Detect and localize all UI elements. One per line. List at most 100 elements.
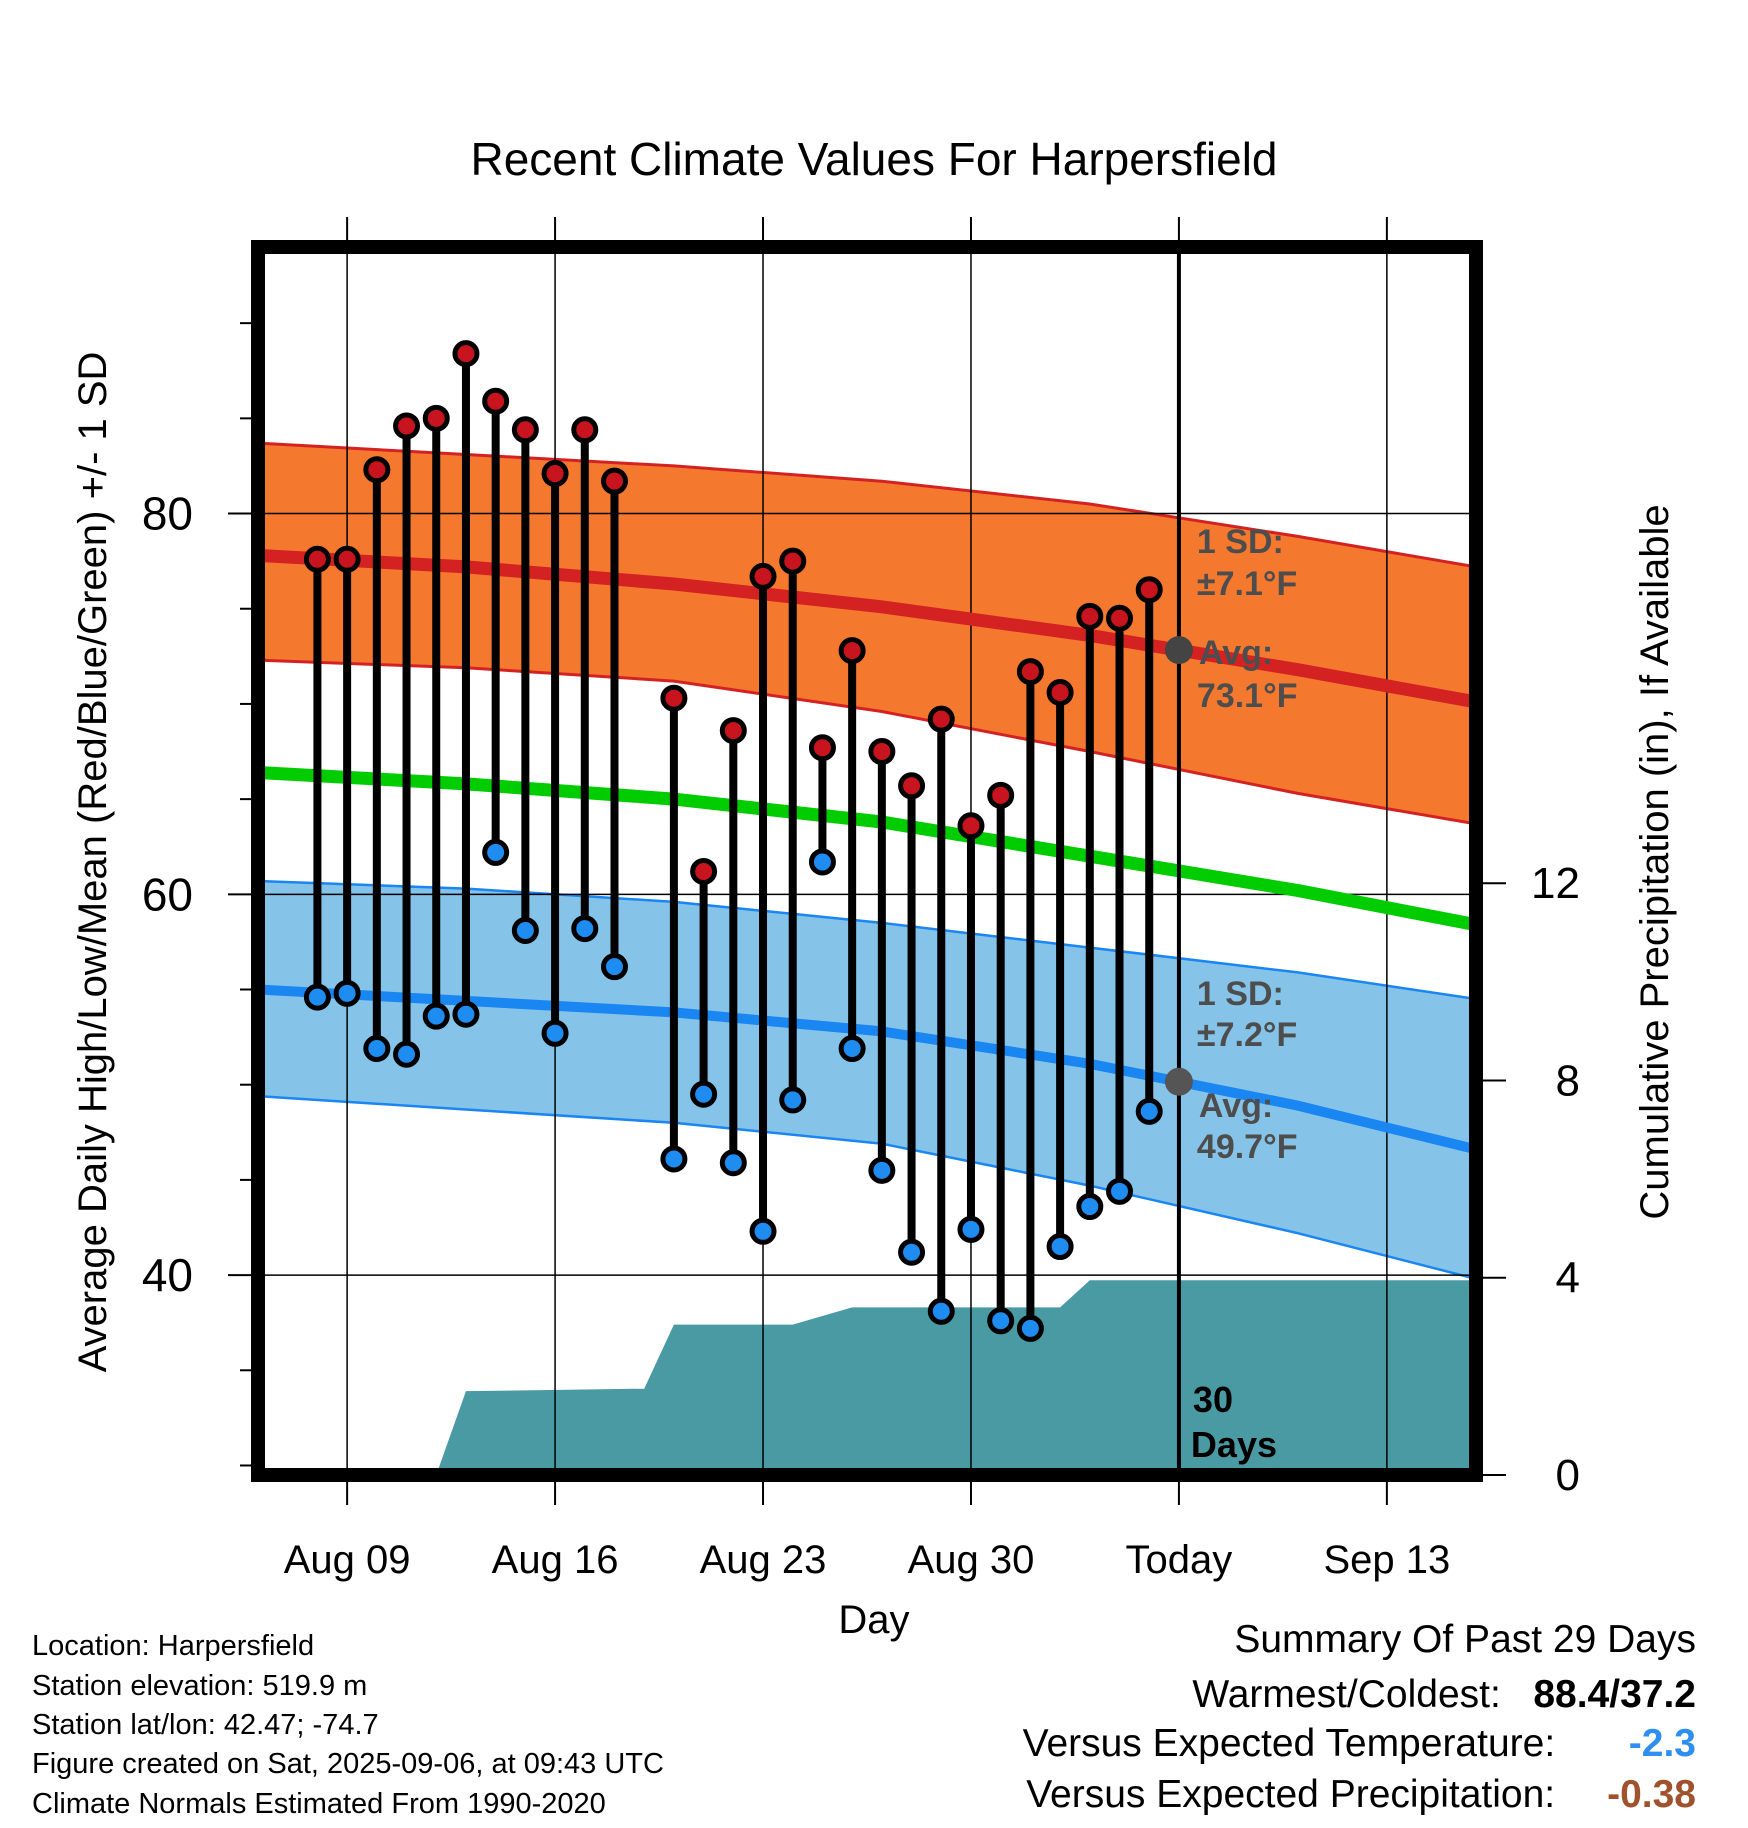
x-tick-label: Aug 30: [908, 1538, 1035, 1582]
daily-low-point: [719, 1149, 747, 1177]
daily-high-point: [838, 637, 866, 665]
high-sd-band: [258, 443, 1476, 824]
temp-deviation-value: -2.3: [1628, 1722, 1696, 1765]
daily-low-point: [1106, 1177, 1134, 1205]
daily-high-point: [927, 705, 955, 733]
plot-background: [258, 247, 1476, 1475]
daily-high-point: [779, 547, 807, 575]
low-sd-value: ±7.2°F: [1197, 1016, 1297, 1054]
daily-high-point: [600, 467, 628, 495]
daily-low-point: [482, 838, 510, 866]
daily-high-point: [1046, 679, 1074, 707]
daily-low-point: [987, 1307, 1015, 1335]
daily-high-point: [690, 857, 718, 885]
daily-high-point: [452, 340, 480, 368]
y-right-tick-label: 0: [1556, 1451, 1580, 1500]
daily-low-point: [1076, 1193, 1104, 1221]
daily-high-point: [749, 562, 777, 590]
daily-high-point: [957, 812, 985, 840]
summary-precip: Versus Expected Precipitation: -0.38: [1026, 1773, 1696, 1817]
daily-low-point: [808, 848, 836, 876]
figure-created: Figure created on Sat, 2025-09-06, at 09…: [32, 1748, 664, 1780]
station-elevation: Station elevation: 519.9 m: [32, 1670, 368, 1702]
station-latlon: Station lat/lon: 42.47; -74.7: [32, 1709, 379, 1741]
today-high-normal-marker: [1164, 636, 1193, 665]
daily-low-point: [690, 1080, 718, 1108]
warm-cold-label: Warmest/Coldest:: [1192, 1673, 1501, 1716]
daily-high-point: [719, 717, 747, 745]
daily-low-point: [333, 979, 361, 1007]
daily-high-point: [333, 545, 361, 573]
x-tick-label: Aug 23: [700, 1538, 827, 1582]
daily-low-point: [1016, 1314, 1044, 1342]
daily-high-point: [422, 404, 450, 432]
daily-high-point: [808, 734, 836, 762]
y-left-tick-label: 40: [142, 1249, 193, 1301]
daily-high-point: [1106, 604, 1134, 632]
daily-high-point: [571, 416, 599, 444]
daily-low-point: [660, 1145, 688, 1173]
summary-temp: Versus Expected Temperature: -2.3: [1023, 1722, 1696, 1766]
daily-high-point: [511, 416, 539, 444]
daily-high-point: [1135, 576, 1163, 604]
low-avg-label: Avg:: [1199, 1087, 1273, 1125]
y-right-tick-label: 8: [1556, 1056, 1580, 1105]
daily-high-point: [1016, 658, 1044, 686]
daily-low-point: [511, 916, 539, 944]
x-tick-label: Aug 09: [284, 1538, 411, 1582]
daily-low-point: [393, 1040, 421, 1068]
low-avg-value: 49.7°F: [1197, 1128, 1298, 1166]
y-left-tick-label: 80: [142, 488, 193, 540]
daily-low-point: [957, 1215, 985, 1243]
y-axis-label-left: Average Daily High/Low/Mean (Red/Blue/Gr…: [71, 352, 115, 1373]
high-avg-label: Avg:: [1199, 634, 1273, 672]
window-label-days: Days: [1191, 1424, 1277, 1465]
daily-low-point: [927, 1297, 955, 1325]
precipitation-area: [258, 1280, 1476, 1475]
daily-high-point: [482, 387, 510, 415]
daily-high-point: [868, 738, 896, 766]
daily-low-point: [571, 915, 599, 943]
daily-high-point: [1076, 602, 1104, 630]
x-axis-label: Day: [838, 1598, 909, 1642]
precip-label: Versus Expected Precipitation:: [1026, 1773, 1556, 1816]
today-low-normal-marker: [1164, 1067, 1193, 1096]
daily-low-point: [422, 1002, 450, 1030]
daily-low-point: [749, 1217, 777, 1245]
summary-warm-cold: Warmest/Coldest: 88.4/37.2: [1192, 1673, 1696, 1717]
station-location: Location: Harpersfield: [32, 1630, 315, 1662]
daily-low-point: [868, 1156, 896, 1184]
daily-low-point: [779, 1086, 807, 1114]
daily-low-point: [898, 1238, 926, 1266]
plot-frame: [251, 240, 1483, 1482]
daily-low-point: [1046, 1233, 1074, 1261]
window-label-number: 30: [1193, 1379, 1233, 1420]
climate-normals-note: Climate Normals Estimated From 1990-2020: [32, 1788, 606, 1820]
x-tick-label: Today: [1126, 1538, 1233, 1582]
daily-low-point: [541, 1019, 569, 1047]
daily-high-point: [393, 412, 421, 440]
daily-low-point: [600, 953, 628, 981]
high-sd-label: 1 SD:: [1197, 523, 1284, 561]
daily-high-point: [987, 781, 1015, 809]
low-sd-band: [258, 881, 1476, 1279]
precip-deviation-value: -0.38: [1607, 1773, 1696, 1816]
low-sd-label: 1 SD:: [1197, 975, 1284, 1013]
daily-low-point: [1135, 1097, 1163, 1125]
x-tick-label: Aug 16: [492, 1538, 619, 1582]
y-left-tick-label: 60: [142, 868, 193, 920]
temp-label: Versus Expected Temperature:: [1022, 1722, 1556, 1765]
daily-high-point: [660, 684, 688, 712]
daily-low-point: [452, 1000, 480, 1028]
high-avg-value: 73.1°F: [1197, 677, 1298, 715]
chart-title: Recent Climate Values For Harpersfield: [470, 133, 1277, 185]
x-tick-label: Sep 13: [1323, 1538, 1450, 1582]
daily-low-point: [363, 1035, 391, 1063]
daily-high-point: [363, 456, 391, 484]
daily-high-point: [541, 460, 569, 488]
y-right-tick-label: 4: [1556, 1254, 1580, 1303]
y-right-tick-label: 12: [1531, 859, 1580, 908]
